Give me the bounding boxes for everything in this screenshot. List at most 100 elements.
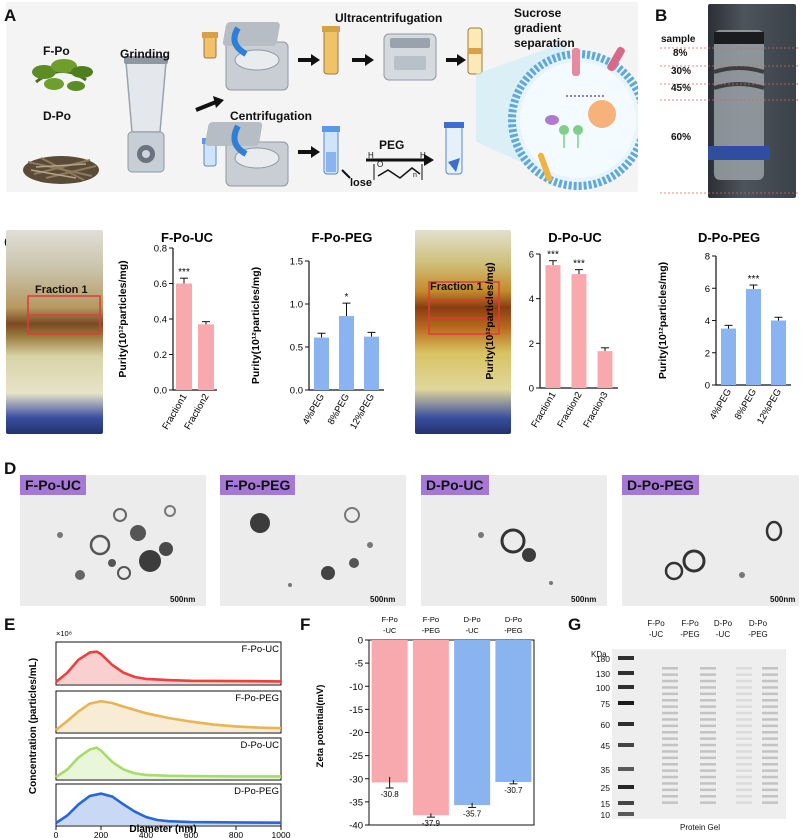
ladder-band: [618, 671, 634, 675]
gel-column-label-top: F-Po: [681, 619, 699, 628]
d-po-fraction-label: Fraction 1: [430, 281, 483, 293]
y-axis-label: Purity(10¹²particles/mg): [484, 262, 496, 379]
lane-band: [662, 724, 678, 728]
lane-band: [662, 795, 678, 798]
nta-series-area: [56, 651, 281, 684]
zeta-category-label: F-Po: [381, 615, 397, 624]
scalebar-d-po-uc: 500nm: [571, 595, 597, 604]
zeta-category-label: -PEG: [422, 626, 441, 635]
zeta-chart: 0 -5 -10 -15 -20 -25 -30 -35 -40 Zeta potential(m…: [315, 615, 535, 832]
multiplier-label: ×10⁸: [56, 629, 72, 638]
panel-a-illustration: [23, 22, 638, 190]
y-tick-label: 4: [529, 294, 534, 305]
y-tick-label: -20: [349, 728, 363, 739]
lane-band: [736, 711, 752, 715]
purity-chart-1: F-Po-PEG Purity(10¹²particles/mg) 0.0 0.5 1.…: [250, 230, 384, 431]
lane-band: [736, 782, 752, 785]
x-tick-label: 8%PEG: [326, 392, 352, 427]
marker-label-15: 15: [600, 799, 610, 809]
lane-band: [736, 686, 752, 689]
chem-h2-label: H: [420, 151, 426, 160]
y-tick-label: 0: [529, 384, 534, 395]
protein-gel-caption: Protein Gel: [679, 823, 721, 832]
tem-label-d-po-peg: D-Po-PEG: [622, 475, 699, 495]
bar: [198, 324, 214, 390]
lane-band: [662, 769, 678, 772]
x-tick-label: 12%PEG: [755, 387, 784, 426]
lane-band: [662, 801, 678, 804]
lane-band: [700, 795, 716, 798]
chart-title: F-Po-UC: [161, 230, 214, 245]
tem-image-d-po-uc: [421, 475, 607, 606]
lane-band: [736, 743, 752, 747]
centrifugation-label: Centrifugation: [230, 109, 312, 123]
chem-o-label: O: [377, 160, 384, 169]
lane-band: [736, 763, 752, 766]
lane-band: [736, 731, 752, 734]
centrifuge-icon: [222, 22, 289, 91]
y-axis-label: Zeta potential(mV): [315, 685, 326, 768]
f-po-fraction-box: [27, 295, 101, 335]
marker-label-10: 10: [600, 810, 610, 820]
y-tick-label: 0.6: [154, 279, 167, 290]
lane-band: [700, 724, 716, 728]
lane-band: [700, 718, 716, 721]
scalebar-d-po-peg: 500nm: [770, 595, 796, 604]
separation-label: separation: [514, 36, 575, 50]
y-tick-label: 0.0: [154, 386, 167, 397]
y-tick-label: 0.0: [290, 386, 303, 397]
peg-label: PEG: [379, 138, 405, 152]
layer-8-label: 8%: [673, 48, 688, 59]
layer-45-label: 45%: [671, 83, 692, 94]
sample-label: sample: [661, 34, 696, 45]
tem-image-f-po-uc: [20, 475, 206, 606]
lane-band: [662, 679, 678, 683]
lane-band: [736, 692, 752, 696]
lane-band: [700, 763, 716, 766]
significance-label: ***: [547, 250, 559, 261]
panel-letter-f: F: [300, 615, 311, 634]
x-tick-label: 0: [54, 830, 59, 838]
nta-series-label: D-Po-PEG: [234, 786, 279, 797]
lane-band: [736, 667, 752, 670]
zeta-category-label: -UC: [383, 626, 397, 635]
bar: [771, 320, 786, 385]
y-tick-label: 0: [705, 381, 710, 392]
tem-image-d-po-peg: [622, 475, 799, 606]
lose-label: lose: [350, 177, 373, 189]
zeta-category-label: D-Po: [505, 615, 522, 624]
lane-band: [662, 750, 678, 753]
lane-band: [762, 673, 778, 676]
x-tick-label: 200: [94, 830, 108, 838]
significance-label: ***: [748, 274, 760, 285]
lane-band: [736, 775, 752, 779]
y-tick-label: 0: [358, 636, 363, 647]
fresh-plant-icon: [32, 59, 93, 91]
y-tick-label: 6: [529, 250, 534, 261]
dried-plant-icon: [23, 156, 99, 184]
lane-band: [762, 788, 778, 792]
y-tick-label: -35: [349, 797, 363, 808]
ladder-band: [618, 767, 634, 771]
nta-series-label: D-Po-UC: [240, 740, 279, 751]
zeta-category-label: F-Po: [423, 615, 439, 624]
y-tick-label: 0.5: [290, 343, 303, 354]
zeta-category-label: -PEG: [504, 626, 523, 635]
bar: [364, 336, 379, 390]
zeta-bar: [495, 640, 532, 782]
x-tick-label: 400: [139, 830, 153, 838]
d-po-fraction-box: [428, 281, 500, 335]
zeta-category-label: D-Po: [464, 615, 481, 624]
x-tick-label: Fraction3: [581, 390, 610, 430]
y-tick-label: -30: [349, 774, 363, 785]
y-axis-label: Concentration (particles/mL): [28, 658, 39, 794]
marker-label-60: 60: [600, 720, 610, 730]
y-tick-label: -25: [349, 751, 363, 762]
bar: [339, 316, 354, 390]
ladder-band: [618, 656, 634, 660]
panel-b-overlay: [660, 30, 800, 194]
marker-label-100: 100: [595, 683, 610, 693]
lane-band: [700, 673, 716, 676]
lane-band: [762, 763, 778, 766]
f-po-fraction-label: Fraction 1: [35, 284, 88, 296]
